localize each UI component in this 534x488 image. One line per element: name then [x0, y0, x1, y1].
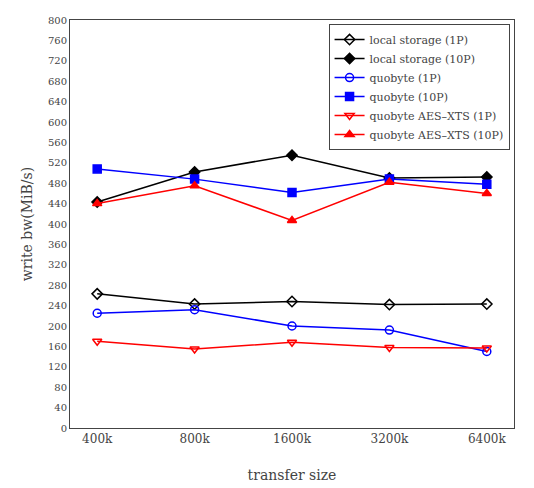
- svg-text:800: 800: [48, 15, 67, 26]
- svg-text:1600k: 1600k: [273, 432, 312, 446]
- svg-text:write bw(MiB/s): write bw(MiB/s): [19, 167, 35, 281]
- svg-text:320: 320: [48, 259, 67, 270]
- svg-text:560: 560: [48, 137, 67, 148]
- svg-text:160: 160: [48, 341, 67, 352]
- svg-text:quobyte AES–XTS (10P): quobyte AES–XTS (10P): [370, 129, 504, 142]
- svg-text:480: 480: [48, 178, 67, 189]
- svg-text:280: 280: [48, 280, 67, 291]
- svg-text:200: 200: [48, 321, 67, 332]
- svg-text:0: 0: [61, 423, 67, 434]
- svg-text:440: 440: [48, 198, 67, 209]
- svg-text:local storage (1P): local storage (1P): [370, 34, 468, 47]
- svg-text:quobyte (10P): quobyte (10P): [370, 91, 448, 104]
- svg-text:3200k: 3200k: [370, 432, 409, 446]
- svg-text:720: 720: [48, 55, 67, 66]
- svg-text:40: 40: [54, 402, 67, 413]
- svg-text:quobyte AES–XTS (1P): quobyte AES–XTS (1P): [370, 110, 497, 123]
- svg-text:quobyte (1P): quobyte (1P): [370, 72, 441, 85]
- svg-text:360: 360: [48, 239, 67, 250]
- svg-text:240: 240: [48, 300, 67, 311]
- svg-text:400k: 400k: [82, 432, 113, 446]
- svg-text:800k: 800k: [180, 432, 211, 446]
- svg-text:local storage (10P): local storage (10P): [370, 53, 475, 66]
- svg-text:640: 640: [48, 96, 67, 107]
- svg-text:600: 600: [48, 117, 67, 128]
- svg-text:6400k: 6400k: [468, 432, 507, 446]
- svg-text:680: 680: [48, 76, 67, 87]
- svg-text:transfer size: transfer size: [248, 467, 337, 483]
- svg-text:760: 760: [48, 35, 67, 46]
- svg-text:120: 120: [48, 361, 67, 372]
- svg-text:520: 520: [48, 157, 67, 168]
- svg-text:400: 400: [48, 219, 67, 230]
- svg-text:80: 80: [54, 382, 67, 393]
